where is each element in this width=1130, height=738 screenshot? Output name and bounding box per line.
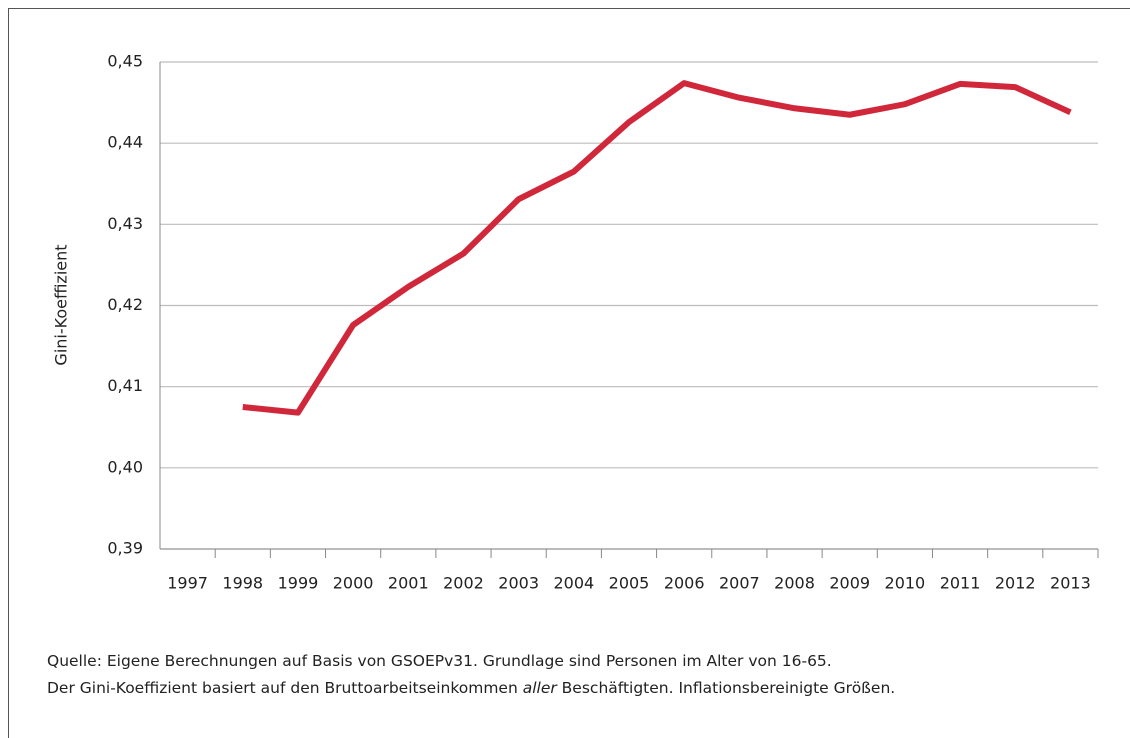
note: Quelle: Eigene Berechnungen auf Basis vo… [47, 652, 832, 670]
y-tick-label: 0,39 [107, 539, 143, 558]
x-tick-label: 2013 [1050, 574, 1091, 593]
x-tick-label: 2000 [333, 574, 374, 593]
note: Der Gini-Koeffizient basiert auf den Bru… [47, 675, 895, 702]
y-tick-label: 0,41 [107, 376, 143, 395]
y-tick-label: 0,43 [107, 214, 143, 233]
x-tick-label: 2006 [664, 574, 705, 593]
line [242, 80, 1072, 416]
note-text: Der Gini-Koeffizient basiert auf den Bru… [47, 679, 523, 697]
y-tick-label: 0,45 [107, 52, 143, 71]
x-tick-label: 2010 [885, 574, 926, 593]
x-tick-label: 2002 [443, 574, 484, 593]
y-tick-label: 0,40 [107, 457, 143, 476]
frame [8, 8, 1130, 738]
x-tick-label: 2009 [829, 574, 870, 593]
x-tick-label: 2003 [498, 574, 539, 593]
y-tick-label: 0,44 [107, 133, 143, 152]
notes: Quelle: Eigene Berechnungen auf Basis vo… [47, 648, 895, 702]
x-tick-label: 1999 [278, 574, 319, 593]
x-tick-label: 1997 [167, 574, 208, 593]
y-tick-label: 0,42 [107, 295, 143, 314]
x-tick-label: 2008 [774, 574, 815, 593]
x-tick-label: 2012 [995, 574, 1036, 593]
x-tick-label: 2005 [609, 574, 650, 593]
x-tick-label: 1998 [222, 574, 263, 593]
x-tick-label: 2011 [940, 574, 981, 593]
y-axis-label: Gini-Koeffizient [52, 244, 71, 365]
note-text: Beschäftigten. Inflationsbereinigte Größ… [556, 679, 896, 697]
note-text: aller [522, 679, 557, 697]
x-tick-label: 2001 [388, 574, 429, 593]
x-tick-label: 2004 [553, 574, 594, 593]
x-tick-label: 2007 [719, 574, 760, 593]
